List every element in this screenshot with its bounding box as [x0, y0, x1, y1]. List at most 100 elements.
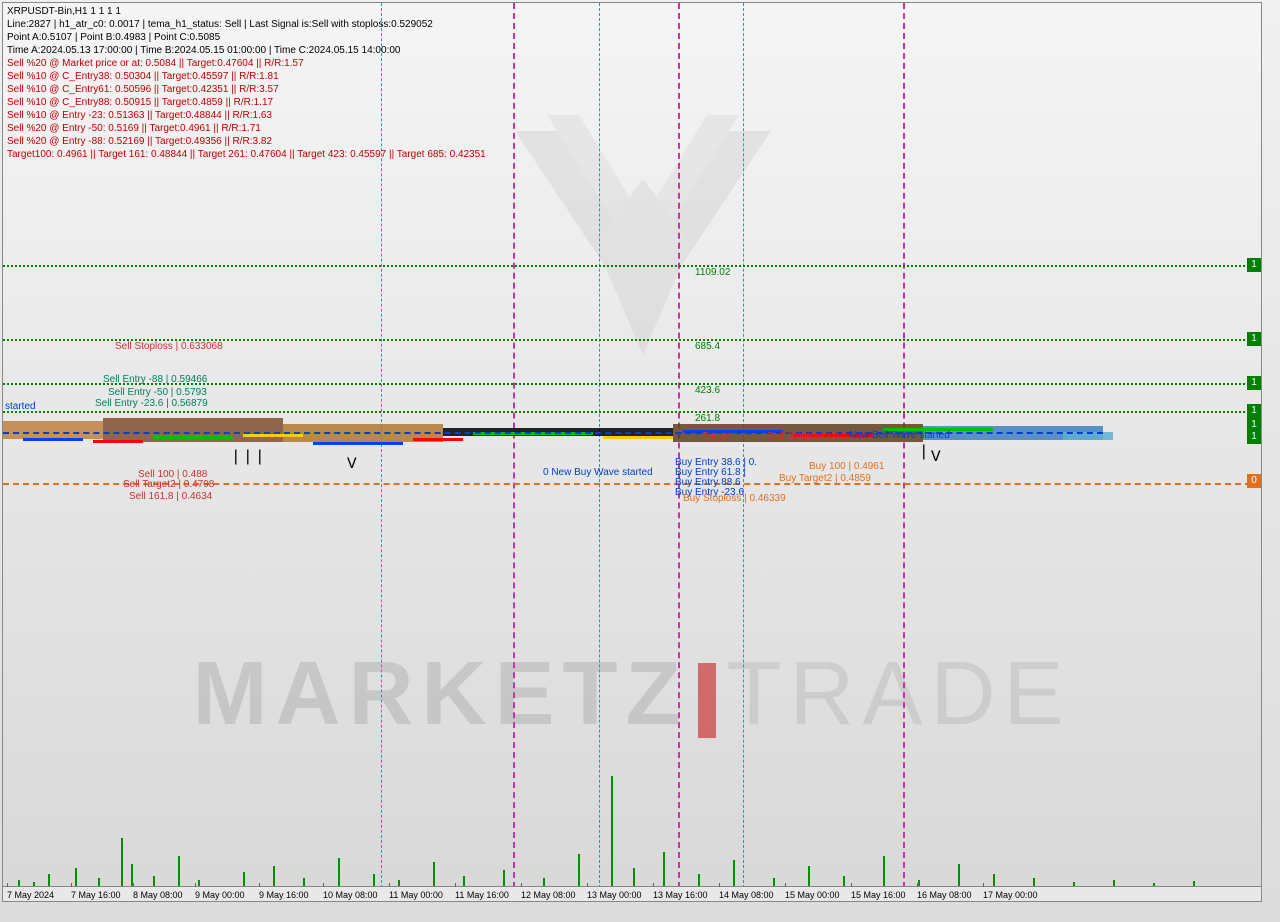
- volume-bar-28: [843, 876, 845, 886]
- marker-1: |: [243, 448, 253, 466]
- volume-bar-2: [48, 874, 50, 886]
- annotation-4: started: [5, 401, 36, 412]
- x-tick-mark-13: [851, 883, 852, 887]
- x-tick-label-6: 11 May 00:00: [389, 890, 443, 900]
- volume-bar-27: [808, 866, 810, 886]
- x-tick-label-13: 15 May 16:00: [851, 890, 906, 900]
- x-tick-mark-15: [983, 883, 984, 887]
- price-accent-1: [93, 440, 143, 443]
- annotation-1: Sell Entry -88 | 0.59466: [103, 374, 207, 385]
- x-tick-label-7: 11 May 16:00: [455, 890, 509, 900]
- x-tick-mark-6: [389, 883, 390, 887]
- extra-badge-2: 0: [1247, 474, 1261, 488]
- annotation-6: Sell Target2 | 0.4798: [123, 479, 214, 490]
- x-tick-label-0: 7 May 2024: [7, 890, 54, 900]
- annotation-15: Buy Target2 | 0.4859: [779, 473, 871, 484]
- annotation-13: Sell Stoploss | 0.: [767, 431, 841, 442]
- x-tick-label-11: 14 May 08:00: [719, 890, 774, 900]
- volume-bars: [3, 766, 1261, 886]
- x-tick-label-10: 13 May 16:00: [653, 890, 708, 900]
- sell-line-2: Sell %10 @ C_Entry61: 0.50596 || Target:…: [7, 83, 486, 96]
- x-tick-mark-4: [259, 883, 260, 887]
- x-tick-label-3: 9 May 00:00: [195, 890, 245, 900]
- x-tick-mark-7: [455, 883, 456, 887]
- fib-label-3: 261.8: [695, 413, 720, 424]
- watermark-divider-icon: [698, 663, 716, 738]
- annotation-16: Buy Stoploss | 0.46339: [683, 493, 786, 504]
- volume-bar-21: [611, 776, 613, 886]
- volume-bar-33: [1033, 878, 1035, 886]
- price-accent-3: [243, 434, 303, 437]
- volume-bar-5: [121, 838, 123, 886]
- info-line-0: Line:2827 | h1_atr_c0: 0.0017 | tema_h1_…: [7, 18, 486, 31]
- watermark-part2: TRADE: [726, 644, 1071, 744]
- annotation-14: Buy 100 | 0.4961: [809, 461, 884, 472]
- x-tick-mark-11: [719, 883, 720, 887]
- annotation-7: Sell 161.8 | 0.4634: [129, 491, 212, 502]
- volume-bar-8: [178, 856, 180, 886]
- volume-bar-13: [338, 858, 340, 886]
- watermark-logo-icon: [483, 83, 803, 403]
- x-axis: 7 May 2024 7 May 16:00 8 May 08:00 9 May 00…: [3, 886, 1261, 901]
- x-tick-mark-9: [587, 883, 588, 887]
- volume-bar-14: [373, 874, 375, 886]
- x-tick-label-1: 7 May 16:00: [71, 890, 121, 900]
- volume-bar-29: [883, 856, 885, 886]
- chart-container[interactable]: MARKETZ TRADE XRPUSDT-Bin,H1 1 1 1 1 Line…: [2, 2, 1262, 902]
- volume-bar-20: [578, 854, 580, 886]
- fib-badge-3: 1: [1247, 404, 1261, 418]
- volume-bar-10: [243, 872, 245, 886]
- watermark-text: MARKETZ TRADE: [3, 643, 1261, 746]
- sell-line-3: Sell %10 @ C_Entry88: 0.50915 || Target:…: [7, 96, 486, 109]
- annotation-0: Sell Stoploss | 0.633068: [115, 341, 223, 352]
- annotation-18: Target: [703, 431, 731, 442]
- fib-label-1: 685.4: [695, 341, 720, 352]
- x-tick-label-4: 9 May 16:00: [259, 890, 309, 900]
- annotation-3: Sell Entry -23.6 | 0.56879: [95, 398, 208, 409]
- x-tick-label-12: 15 May 00:00: [785, 890, 840, 900]
- x-tick-label-15: 17 May 00:00: [983, 890, 1038, 900]
- price-accent-2: [153, 436, 233, 439]
- marker-3: V: [347, 455, 357, 473]
- x-tick-mark-1: [71, 883, 72, 887]
- x-tick-mark-10: [653, 883, 654, 887]
- sell-line-4: Sell %10 @ Entry -23: 0.51363 || Target:…: [7, 109, 486, 122]
- volume-bar-17: [463, 876, 465, 886]
- marker-2: |: [255, 448, 265, 466]
- price-accent-4: [313, 442, 403, 445]
- sell-line-1: Sell %10 @ C_Entry38: 0.50304 || Target:…: [7, 70, 486, 83]
- fib-label-0: 1109.02: [695, 267, 730, 278]
- x-tick-label-8: 12 May 08:00: [521, 890, 576, 900]
- fib-line-0: [3, 265, 1261, 267]
- marker-0: |: [231, 448, 241, 466]
- chart-header-info: XRPUSDT-Bin,H1 1 1 1 1 Line:2827 | h1_at…: [7, 5, 486, 161]
- watermark-part1: MARKETZ: [193, 644, 689, 744]
- volume-bar-16: [433, 862, 435, 886]
- sell-line-0: Sell %20 @ Market price or at: 0.5084 ||…: [7, 57, 486, 70]
- marker-4: |: [919, 443, 929, 461]
- x-tick-label-14: 16 May 08:00: [917, 890, 972, 900]
- fib-badge-2: 1: [1247, 376, 1261, 390]
- extra-badge-1: 1: [1247, 430, 1261, 444]
- fib-line-3: [3, 411, 1261, 413]
- fib-badge-1: 1: [1247, 332, 1261, 346]
- annotation-8: 0 New Buy Wave started: [543, 467, 653, 478]
- x-tick-mark-0: [7, 883, 8, 887]
- x-tick-mark-12: [785, 883, 786, 887]
- x-tick-mark-14: [917, 883, 918, 887]
- volume-bar-26: [773, 878, 775, 886]
- volume-bar-12: [303, 878, 305, 886]
- price-accent-7: [603, 436, 673, 439]
- volume-bar-11: [273, 866, 275, 886]
- annotation-17: New Sell Wave started: [849, 430, 950, 441]
- volume-bar-7: [153, 876, 155, 886]
- volume-bar-31: [958, 864, 960, 886]
- chart-title: XRPUSDT-Bin,H1 1 1 1 1: [7, 5, 486, 18]
- x-tick-label-2: 8 May 08:00: [133, 890, 183, 900]
- annotation-2: Sell Entry -50 | 0.5793: [108, 387, 207, 398]
- target-line: Target100: 0.4961 || Target 161: 0.48844…: [7, 148, 486, 161]
- sell-line-5: Sell %20 @ Entry -50: 0.5169 || Target:0…: [7, 122, 486, 135]
- volume-bar-32: [993, 874, 995, 886]
- price-segment-0: [3, 421, 103, 439]
- volume-bar-24: [698, 874, 700, 886]
